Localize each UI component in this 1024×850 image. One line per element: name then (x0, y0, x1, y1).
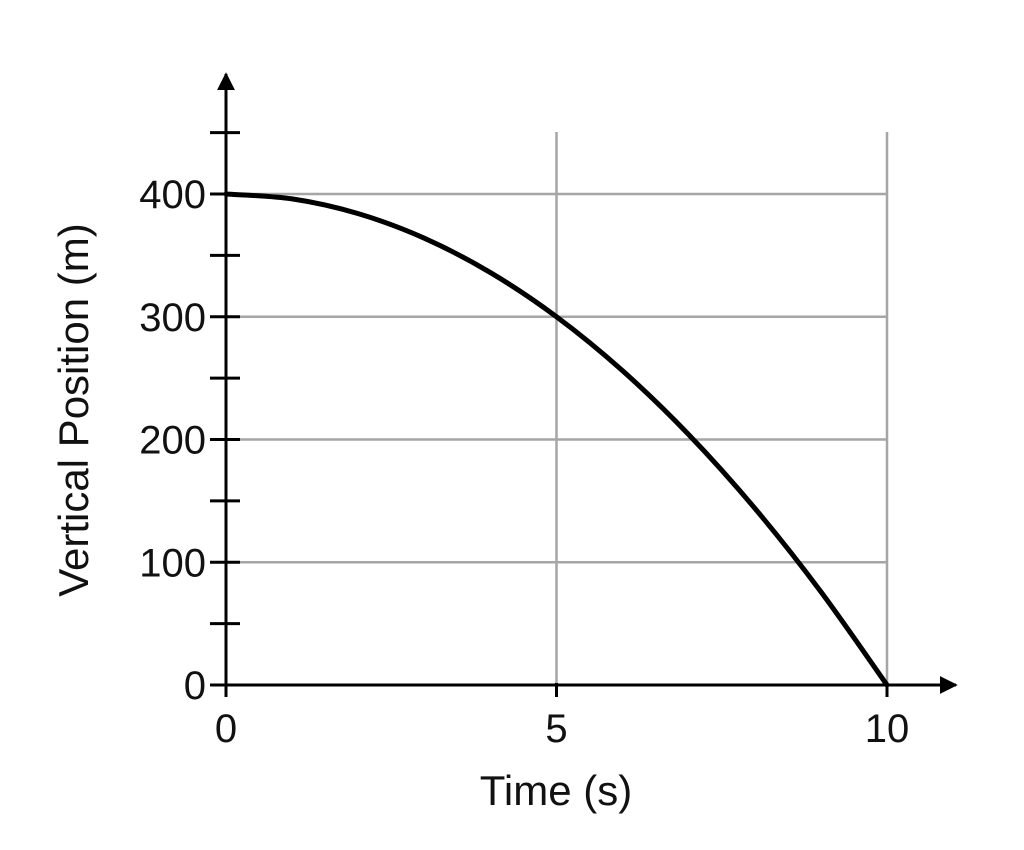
y-tick-label-200: 200 (139, 419, 206, 463)
y-tick-label-0: 0 (184, 664, 206, 708)
y-axis-label: Vertical Position (m) (50, 223, 97, 596)
axes (217, 72, 958, 697)
y-tick-label-100: 100 (139, 541, 206, 585)
ticks (210, 131, 889, 697)
x-tick-label-0: 0 (215, 707, 237, 751)
x-axis-label: Time (s) (480, 767, 632, 814)
series-line-0 (223, 191, 890, 688)
series (223, 191, 890, 688)
y-tick-label-300: 300 (139, 296, 206, 340)
tick-labels: 0 100 200 300 400 0 5 10 (139, 173, 909, 751)
gridlines (226, 132, 889, 685)
x-tick-label-5: 5 (545, 707, 567, 751)
y-tick-label-400: 400 (139, 173, 206, 217)
x-tick-label-10: 10 (865, 707, 910, 751)
